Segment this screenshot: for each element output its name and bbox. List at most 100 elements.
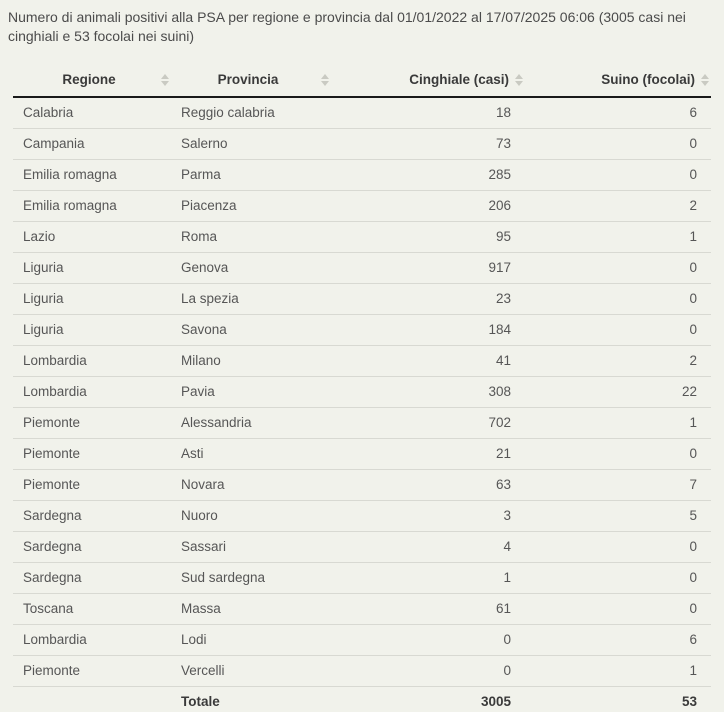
total-row: Totale 3005 53 [13,686,711,712]
cell-regione: Lombardia [13,376,171,408]
cell-cinghiale: 41 [331,345,525,377]
column-header-suino-label: Suino (focolai) [601,72,695,87]
cell-regione: Lombardia [13,624,171,656]
table-row: Piemonte Alessandria 702 1 [13,407,711,439]
table-row: Campania Salerno 73 0 [13,128,711,160]
cell-cinghiale: 1 [331,562,525,594]
cell-suino: 2 [525,345,711,377]
table-row: Piemonte Novara 63 7 [13,469,711,501]
cell-regione: Piemonte [13,438,171,470]
cell-suino: 0 [525,593,711,625]
cell-suino: 6 [525,624,711,656]
cell-suino: 6 [525,97,711,129]
table-row: Liguria Savona 184 0 [13,314,711,346]
table-row: Emilia romagna Parma 285 0 [13,159,711,191]
cell-regione: Campania [13,128,171,160]
column-header-cinghiale[interactable]: Cinghiale (casi) [331,63,525,98]
cell-cinghiale: 61 [331,593,525,625]
sort-both-icon [701,73,709,87]
cell-cinghiale: 63 [331,469,525,501]
cell-suino: 1 [525,407,711,439]
cell-cinghiale: 21 [331,438,525,470]
cell-provincia: Novara [171,469,331,501]
cell-provincia: La spezia [171,283,331,315]
cell-suino: 5 [525,500,711,532]
column-header-suino[interactable]: Suino (focolai) [525,63,711,98]
cell-regione: Piemonte [13,469,171,501]
cell-suino: 2 [525,190,711,222]
psa-cases-table: Regione Provincia Cinghiale (casi) Suino… [13,63,711,712]
table-footer: Totale 3005 53 [13,686,711,712]
cell-suino: 1 [525,221,711,253]
cell-provincia: Sud sardegna [171,562,331,594]
cell-regione: Emilia romagna [13,159,171,191]
cell-provincia: Sassari [171,531,331,563]
column-header-cinghiale-label: Cinghiale (casi) [409,72,509,87]
cell-regione: Sardegna [13,531,171,563]
column-header-provincia-label: Provincia [217,72,279,87]
cell-suino: 0 [525,438,711,470]
cell-suino: 0 [525,314,711,346]
cell-cinghiale: 95 [331,221,525,253]
total-cinghiale-value: 3005 [331,686,525,712]
cell-provincia: Roma [171,221,331,253]
cell-cinghiale: 18 [331,97,525,129]
cell-regione: Sardegna [13,500,171,532]
table-row: Toscana Massa 61 0 [13,593,711,625]
sort-both-icon [321,73,329,87]
total-label: Totale [171,686,331,712]
cell-provincia: Milano [171,345,331,377]
cell-provincia: Salerno [171,128,331,160]
table-row: Calabria Reggio calabria 18 6 [13,97,711,129]
table-row: Sardegna Nuoro 3 5 [13,500,711,532]
cell-provincia: Pavia [171,376,331,408]
table-header: Regione Provincia Cinghiale (casi) Suino… [13,63,711,98]
table-row: Lazio Roma 95 1 [13,221,711,253]
sort-both-icon [161,73,169,87]
cell-cinghiale: 3 [331,500,525,532]
cell-suino: 0 [525,562,711,594]
cell-suino: 0 [525,159,711,191]
cell-suino: 0 [525,531,711,563]
cell-suino: 0 [525,252,711,284]
cell-cinghiale: 0 [331,624,525,656]
total-suino-value: 53 [525,686,711,712]
cell-cinghiale: 73 [331,128,525,160]
cell-provincia: Asti [171,438,331,470]
cell-regione: Piemonte [13,655,171,687]
cell-provincia: Massa [171,593,331,625]
cell-cinghiale: 285 [331,159,525,191]
column-header-provincia[interactable]: Provincia [171,63,331,98]
page-title: Numero di animali positivi alla PSA per … [8,9,686,44]
cell-suino: 0 [525,128,711,160]
table-row: Emilia romagna Piacenza 206 2 [13,190,711,222]
table-row: Piemonte Vercelli 0 1 [13,655,711,687]
cell-suino: 22 [525,376,711,408]
cell-provincia: Vercelli [171,655,331,687]
table-row: Liguria Genova 917 0 [13,252,711,284]
cell-regione: Piemonte [13,407,171,439]
cell-suino: 0 [525,283,711,315]
cell-provincia: Parma [171,159,331,191]
column-header-regione[interactable]: Regione [13,63,171,98]
header-row: Regione Provincia Cinghiale (casi) Suino… [13,63,711,98]
cell-regione: Lazio [13,221,171,253]
cell-cinghiale: 206 [331,190,525,222]
cell-cinghiale: 4 [331,531,525,563]
cell-suino: 7 [525,469,711,501]
cell-provincia: Savona [171,314,331,346]
cell-regione: Lombardia [13,345,171,377]
cell-regione: Emilia romagna [13,190,171,222]
cell-provincia: Piacenza [171,190,331,222]
cell-suino: 1 [525,655,711,687]
cell-provincia: Reggio calabria [171,97,331,129]
table-row: Lombardia Milano 41 2 [13,345,711,377]
cell-cinghiale: 917 [331,252,525,284]
cell-cinghiale: 184 [331,314,525,346]
cell-regione: Liguria [13,314,171,346]
table-body: Calabria Reggio calabria 18 6 Campania Salern… [13,97,711,687]
cell-provincia: Genova [171,252,331,284]
table-row: Sardegna Sassari 4 0 [13,531,711,563]
cell-cinghiale: 0 [331,655,525,687]
table-row: Lombardia Lodi 0 6 [13,624,711,656]
